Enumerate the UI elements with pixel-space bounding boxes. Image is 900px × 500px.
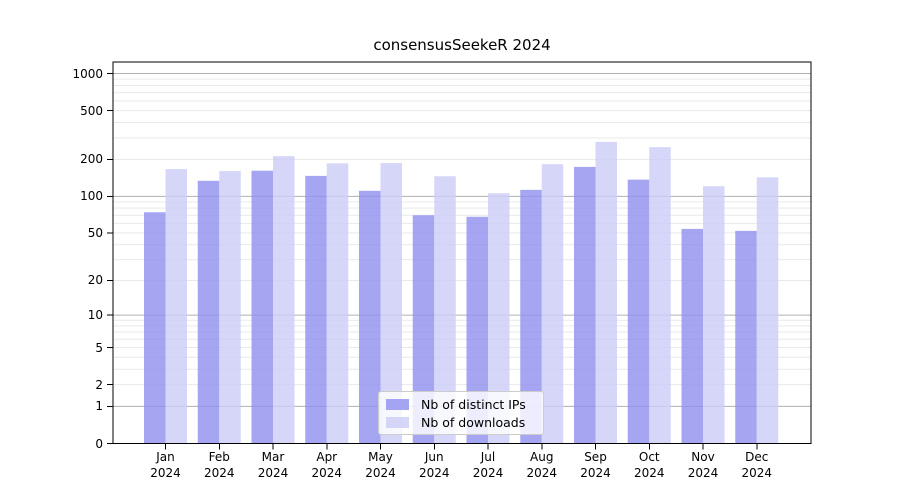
bar-ips-jul <box>466 216 488 444</box>
chart-title: consensusSeekeR 2024 <box>373 36 551 54</box>
y-tick-label: 200 <box>80 152 103 167</box>
bar-downloads-nov <box>703 186 725 444</box>
legend-swatch-downloads <box>386 416 409 428</box>
legend-label-distinct-ips: Nb of distinct IPs <box>421 396 526 412</box>
legend-label-downloads: Nb of downloads <box>421 414 526 430</box>
bar-downloads-dec <box>756 177 779 444</box>
y-tick-label: 2 <box>95 377 103 392</box>
y-tick-label: 1 <box>95 399 103 414</box>
bar-downloads-mar <box>273 156 295 444</box>
bar-downloads-may <box>380 163 402 444</box>
bar-downloads-jan <box>165 169 187 444</box>
bar-ips-apr <box>305 175 327 444</box>
bar-downloads-feb <box>219 171 241 444</box>
bar-ips-sep <box>574 166 596 444</box>
y-tick-label: 20 <box>87 273 103 288</box>
x-tick-label: Jan 2024 <box>150 450 181 480</box>
x-tick-label: Nov 2024 <box>687 450 719 480</box>
x-tick-label: Aug 2024 <box>526 450 558 480</box>
bar-ips-jan <box>144 212 166 444</box>
bar-ips-dec <box>735 230 757 444</box>
legend-item-downloads: Nb of downloads <box>386 413 535 431</box>
bar-downloads-jul <box>488 193 510 444</box>
legend-swatch-distinct-ips <box>386 398 409 410</box>
bar-downloads-oct <box>649 147 671 444</box>
plot-border <box>112 61 812 444</box>
bar-ips-nov <box>681 228 703 444</box>
y-tick-label: 500 <box>80 103 103 118</box>
x-tick-label: Oct 2024 <box>633 450 665 480</box>
bar-ips-jun <box>412 215 435 444</box>
x-tick-label: Mar 2024 <box>257 450 289 480</box>
bar-downloads-jun <box>434 176 456 444</box>
y-tick-label: 0 <box>95 436 103 451</box>
bar-downloads-sep <box>595 141 617 444</box>
x-tick-label: Dec 2024 <box>741 450 773 480</box>
bar-ips-oct <box>627 179 650 444</box>
y-tick-label: 10 <box>87 308 103 323</box>
x-tick-label: Jun 2024 <box>418 450 450 480</box>
bar-downloads-aug <box>541 164 564 444</box>
y-tick-label: 50 <box>87 225 103 240</box>
bar-ips-feb <box>197 180 220 444</box>
x-tick-label: Feb 2024 <box>203 450 235 480</box>
x-tick-label: Apr 2024 <box>311 450 343 480</box>
bar-ips-aug <box>520 189 542 444</box>
x-tick-label: Sep 2024 <box>580 450 611 480</box>
bar-ips-mar <box>251 170 273 444</box>
x-tick-label: May 2024 <box>365 450 396 480</box>
legend-item-distinct-ips: Nb of distinct IPs <box>386 395 535 413</box>
bar-ips-may <box>359 190 381 444</box>
y-tick-label: 100 <box>80 189 103 204</box>
x-tick-label: Jul 2024 <box>472 450 504 480</box>
y-tick-label: 5 <box>95 340 103 355</box>
bar-downloads-apr <box>326 163 349 444</box>
legend: Nb of distinct IPs Nb of downloads <box>378 391 544 435</box>
y-tick-label: 1000 <box>72 66 103 81</box>
